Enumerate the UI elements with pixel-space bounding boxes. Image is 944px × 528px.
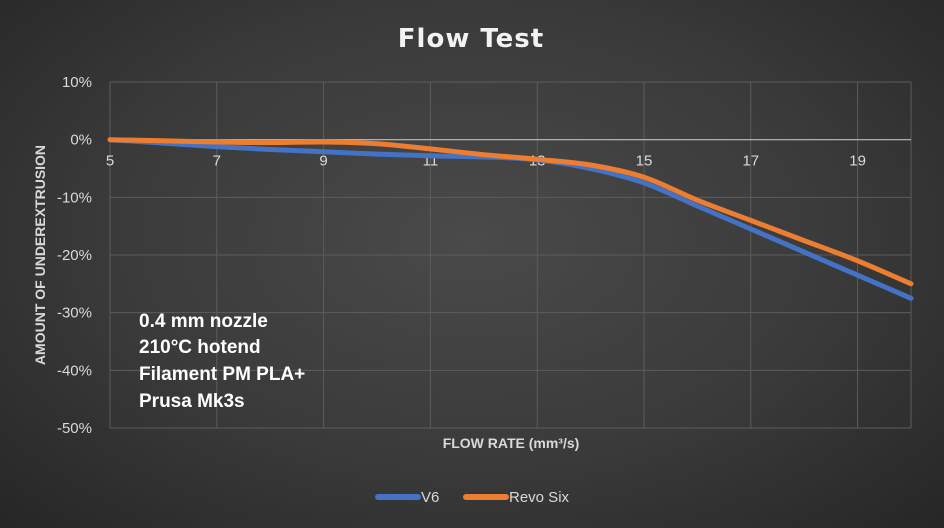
y-axis-title: AMOUNT OF UNDEREXTRUSION [32, 145, 48, 365]
annotation-printer: Prusa Mk3s [139, 391, 245, 412]
x-tick-label: 17 [742, 153, 759, 170]
y-tick-label: -20% [57, 247, 92, 264]
y-tick-label: -30% [57, 305, 92, 322]
series-line-revo-six [107, 137, 914, 287]
chart-title: Flow Test [398, 24, 544, 54]
x-tick-label: 9 [319, 153, 327, 170]
x-tick-label: 7 [213, 153, 221, 170]
annotation-nozzle: 0.4 mm nozzle [139, 311, 268, 332]
x-tick-label: 15 [636, 153, 653, 170]
legend-label-revo-six: Revo Six [509, 489, 570, 506]
y-tick-label: 0% [70, 132, 92, 149]
y-tick-label: -40% [57, 362, 92, 379]
series-lines [107, 137, 914, 301]
series-line-v6 [107, 137, 914, 301]
y-tick-label: 10% [62, 74, 92, 91]
annotation-hotend: 210°C hotend [139, 337, 261, 358]
x-tick-label: 19 [849, 153, 866, 170]
y-tick-label: -50% [57, 420, 92, 437]
y-axis-tick-labels: 10% 0% -10% -20% -30% -40% -50% [57, 74, 92, 437]
annotation-box: 0.4 mm nozzle 210°C hotend Filament PM P… [139, 311, 305, 412]
legend: V6 Revo Six [375, 489, 570, 506]
x-tick-label: 5 [106, 153, 114, 170]
annotation-filament: Filament PM PLA+ [139, 364, 305, 385]
legend-label-v6: V6 [421, 489, 439, 506]
x-axis-title: FLOW RATE (mm³/s) [443, 435, 580, 451]
y-tick-label: -10% [57, 189, 92, 206]
